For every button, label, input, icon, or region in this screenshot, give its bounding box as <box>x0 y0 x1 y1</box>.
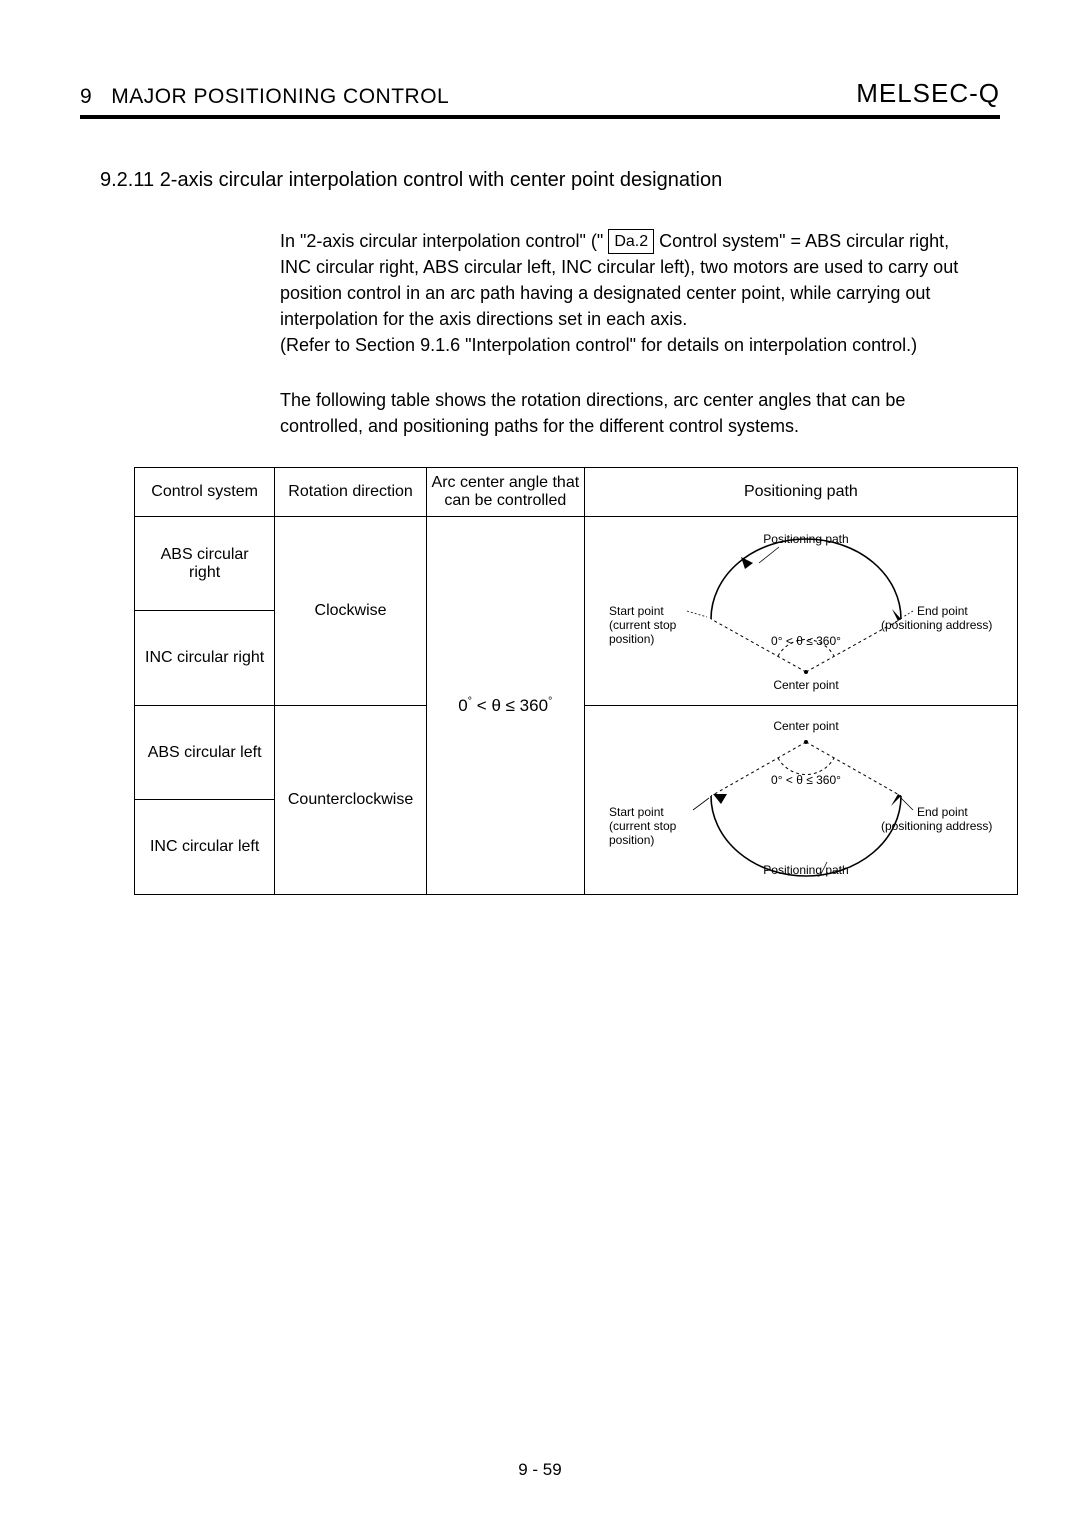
label-angle-2: 0° < θ ≤ 360° <box>771 773 841 787</box>
label-start-sub2: position) <box>609 632 654 646</box>
th-positioning-path: Positioning path <box>584 467 1017 516</box>
label-end-sub: (positioning address) <box>881 618 992 632</box>
label-end-point-2: End point <box>917 805 968 819</box>
cell-clockwise: Clockwise <box>275 516 427 705</box>
section-number: 9.2.11 <box>100 169 154 191</box>
intro-paragraph: In "2-axis circular interpolation contro… <box>280 228 990 359</box>
label-positioning-path-2: Positioning path <box>763 863 848 877</box>
chapter-title: 9 MAJOR POSITIONING CONTROL <box>80 85 449 109</box>
cell-abs-left: ABS circular left <box>135 705 275 800</box>
p2: INC circular right, ABS circular left, I… <box>280 257 958 329</box>
label-center-point: Center point <box>773 678 839 692</box>
label-positioning-path: Positioning path <box>763 532 848 546</box>
label-angle: 0° < θ ≤ 360° <box>771 634 841 648</box>
chapter-number: 9 <box>80 85 92 108</box>
da2-badge: Da.2 <box>608 229 654 254</box>
label-end-sub-2: (positioning address) <box>881 819 992 833</box>
cell-arc-formula: 0° < θ ≤ 360° <box>426 516 584 894</box>
clockwise-diagram: Positioning path Start point (current st… <box>601 527 1001 695</box>
label-start-sub: (current stop <box>609 618 677 632</box>
table-row: ABS circular right Clockwise 0° < θ ≤ 36… <box>135 516 1018 611</box>
section-title: 9.2.11 2-axis circular interpolation con… <box>100 169 1000 192</box>
section-title-text: 2-axis circular interpolation control wi… <box>160 169 723 191</box>
page-header: 9 MAJOR POSITIONING CONTROL MELSEC-Q <box>80 78 1000 109</box>
cell-inc-right: INC circular right <box>135 611 275 706</box>
brand-label: MELSEC-Q <box>856 78 1000 109</box>
label-end-point: End point <box>917 604 968 618</box>
cell-diagram-ccw: Center point 0° < θ ≤ 360° Start point (… <box>584 705 1017 894</box>
label-start-sub2-2: position) <box>609 833 654 847</box>
counterclockwise-diagram: Center point 0° < θ ≤ 360° Start point (… <box>601 716 1001 884</box>
control-table: Control system Rotation direction Arc ce… <box>134 467 1018 895</box>
chapter-title-text: MAJOR POSITIONING CONTROL <box>111 85 449 108</box>
label-start-sub-2: (current stop <box>609 819 677 833</box>
cell-counterclockwise: Counterclockwise <box>275 705 427 894</box>
label-start-point-2: Start point <box>609 805 664 819</box>
header-rule <box>80 115 1000 119</box>
table-intro-paragraph: The following table shows the rotation d… <box>280 387 990 439</box>
p4: The following table shows the rotation d… <box>280 390 905 436</box>
page-number: 9 - 59 <box>0 1460 1080 1480</box>
th-rotation-direction: Rotation direction <box>275 467 427 516</box>
p1-pre: In "2-axis circular interpolation contro… <box>280 231 608 251</box>
cell-inc-left: INC circular left <box>135 800 275 895</box>
cell-diagram-cw: Positioning path Start point (current st… <box>584 516 1017 705</box>
th-arc-angle: Arc center angle that can be controlled <box>426 467 584 516</box>
p1-post: Control system" = ABS circular right, <box>659 231 949 251</box>
th-control-system: Control system <box>135 467 275 516</box>
label-start-point: Start point <box>609 604 664 618</box>
cell-abs-right: ABS circular right <box>135 516 275 611</box>
table-header-row: Control system Rotation direction Arc ce… <box>135 467 1018 516</box>
p3: (Refer to Section 9.1.6 "Interpolation c… <box>280 335 917 355</box>
label-center-point-2: Center point <box>773 719 839 733</box>
